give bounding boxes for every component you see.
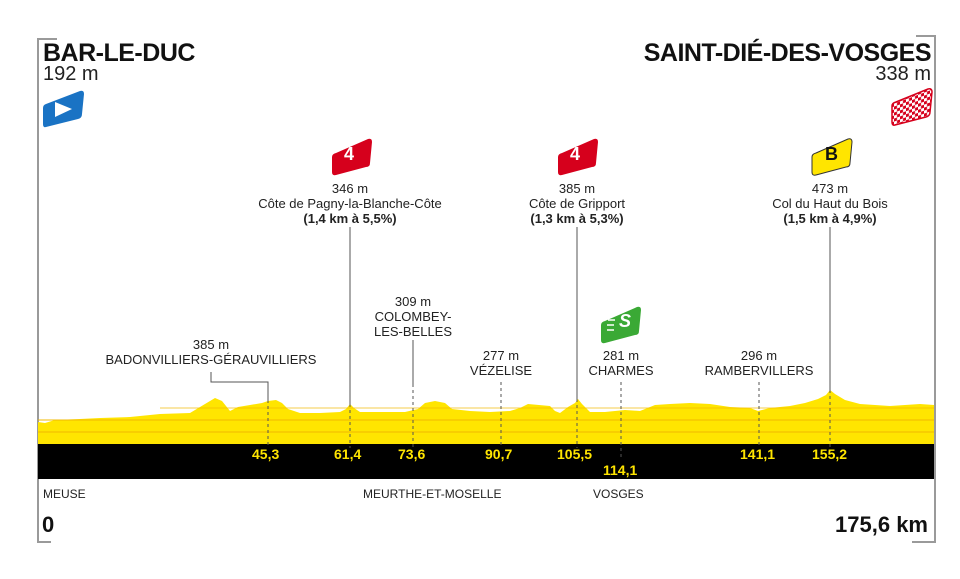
- town-label-colombey: 309 m COLOMBEY- LES-BELLES: [353, 294, 473, 339]
- climb-name: Côte de Gripport: [528, 196, 626, 211]
- sprint-icon: S: [619, 311, 632, 331]
- frame-top-right: [916, 35, 936, 37]
- km-band: [38, 444, 934, 479]
- climb-label-2: 385 m Côte de Gripport (1,3 km à 5,3%): [477, 181, 677, 226]
- km-marker: 141,1: [740, 446, 776, 462]
- department-meurthe-et-moselle: MEURTHE-ET-MOSELLE: [363, 487, 502, 501]
- frame-bottom-left: [37, 541, 51, 543]
- town-altitude: 309 m: [394, 294, 432, 309]
- elevation-area: [38, 390, 934, 444]
- km-marker: 61,4: [334, 446, 362, 462]
- climb-details: (1,5 km à 4,9%): [783, 211, 877, 226]
- km-marker: 45,3: [252, 446, 280, 462]
- distance-start: 0: [42, 512, 55, 537]
- town-name: RAMBERVILLERS: [704, 363, 814, 378]
- town-altitude: 296 m: [740, 348, 778, 363]
- town-name-line2: LES-BELLES: [373, 324, 453, 339]
- town-label-charmes: 281 m CHARMES: [571, 348, 671, 378]
- bonus-badge-b: [811, 138, 853, 176]
- climb-category-1: 4: [344, 144, 355, 164]
- finish-city: SAINT-DIÉ-DES-VOSGES: [643, 39, 932, 67]
- climb-label-1: 346 m Côte de Pagny-la-Blanche-Côte (1,4…: [250, 181, 450, 226]
- climb-altitude: 346 m: [331, 181, 369, 196]
- climb-name: Col du Haut du Bois: [772, 196, 888, 211]
- sprint-badge: [601, 306, 641, 344]
- distance-end: 175,6 km: [835, 512, 928, 537]
- department-vosges: VOSGES: [593, 487, 644, 501]
- frame-top-left: [37, 38, 57, 40]
- frame-left: [37, 38, 39, 543]
- climb-details: (1,4 km à 5,5%): [303, 211, 397, 226]
- climb-name: Côte de Pagny-la-Blanche-Côte: [258, 196, 442, 211]
- town-label-badonvilliers: 385 m BADONVILLIERS-GÉRAUVILLIERS: [91, 337, 331, 367]
- km-marker: 114,1: [603, 462, 638, 478]
- town-name-line1: COLOMBEY-: [374, 309, 452, 324]
- climb-category-3: B: [825, 144, 838, 164]
- climb-details: (1,3 km à 5,3%): [530, 211, 624, 226]
- climb-altitude: 473 m: [811, 181, 849, 196]
- km-marker: 73,6: [398, 446, 426, 462]
- km-marker: 155,2: [812, 446, 848, 462]
- frame-right: [934, 35, 936, 543]
- town-altitude: 277 m: [482, 348, 520, 363]
- climb-label-3: 473 m Col du Haut du Bois (1,5 km à 4,9%…: [730, 181, 930, 226]
- climb-category-2: 4: [570, 144, 581, 164]
- town-altitude: 385 m: [192, 337, 230, 352]
- department-meuse: MEUSE: [43, 487, 86, 501]
- km-marker: 105,5: [557, 446, 593, 462]
- start-city: BAR-LE-DUC: [43, 39, 195, 67]
- climb-badge-cat4-2: [558, 138, 598, 176]
- km-marker: 90,7: [485, 446, 513, 462]
- town-name: CHARMES: [588, 363, 654, 378]
- town-altitude: 281 m: [602, 348, 640, 363]
- town-name: VÉZELISE: [469, 363, 533, 378]
- climb-altitude: 385 m: [558, 181, 596, 196]
- climb-badge-cat4-1: [332, 138, 372, 176]
- frame-bottom-right: [912, 541, 936, 543]
- town-label-rambervillers: 296 m RAMBERVILLERS: [699, 348, 819, 378]
- start-altitude: 192 m: [43, 63, 99, 85]
- town-name: BADONVILLIERS-GÉRAUVILLIERS: [105, 352, 317, 367]
- finish-altitude: 338 m: [875, 63, 931, 85]
- town-label-vezelise: 277 m VÉZELISE: [451, 348, 551, 378]
